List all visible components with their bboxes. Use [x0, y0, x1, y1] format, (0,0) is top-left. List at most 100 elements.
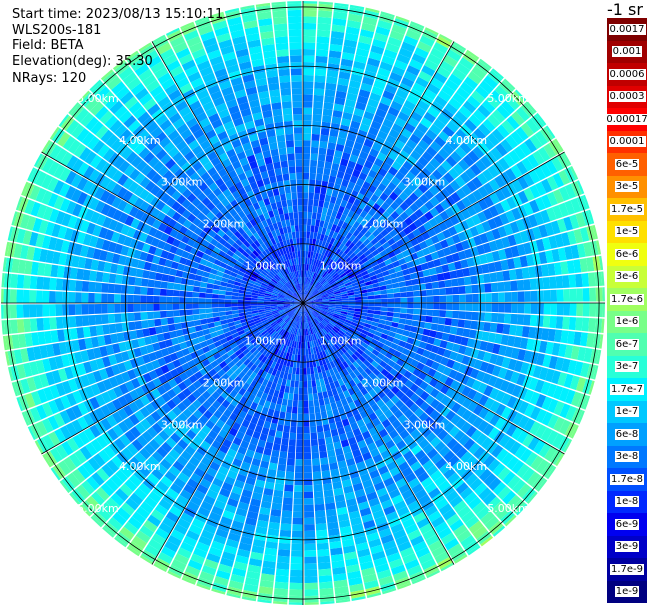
range-gate-cell — [426, 296, 434, 303]
range-gate-cell — [534, 166, 547, 181]
range-gate-cell — [325, 403, 332, 412]
range-gate-cell — [398, 366, 407, 376]
range-gate-cell — [345, 331, 353, 338]
range-gate-cell — [429, 388, 440, 399]
range-gate-cell — [348, 300, 356, 303]
range-gate-cell — [380, 96, 393, 107]
range-gate-cell — [343, 404, 351, 413]
range-gate-cell — [316, 36, 330, 44]
range-gate-cell — [472, 146, 485, 159]
range-gate-cell — [530, 303, 538, 315]
range-gate-cell — [341, 479, 352, 488]
range-gate-cell — [293, 498, 303, 505]
range-gate-cell — [429, 196, 440, 207]
range-gate-cell — [448, 425, 460, 438]
range-gate-cell — [519, 448, 533, 463]
range-gate-cell — [357, 335, 366, 342]
range-gate-cell — [410, 345, 419, 353]
range-gate-cell — [305, 250, 309, 258]
range-gate-cell — [536, 315, 544, 327]
range-gate-cell — [318, 323, 324, 330]
range-gate-cell — [471, 379, 482, 391]
range-gate-cell — [375, 423, 385, 433]
range-gate-cell — [291, 530, 303, 538]
range-gate-cell — [231, 306, 239, 311]
range-gate-cell — [353, 350, 362, 358]
range-gate-cell — [443, 325, 451, 334]
range-gate-cell — [306, 292, 312, 298]
range-gate-cell — [356, 495, 368, 505]
range-gate-cell — [541, 396, 553, 411]
range-gate-cell — [336, 84, 348, 93]
range-gate-cell — [516, 279, 525, 291]
range-gate-cell — [553, 401, 565, 416]
range-gate-cell — [322, 306, 329, 309]
range-gate-cell — [448, 244, 458, 254]
range-gate-cell — [367, 295, 375, 300]
range-gate-cell — [353, 368, 361, 377]
range-gate-cell — [377, 444, 388, 454]
range-gate-cell — [496, 323, 504, 334]
range-gate-cell — [325, 155, 334, 163]
range-gate-cell — [304, 589, 319, 597]
range-gate-cell — [412, 339, 421, 347]
range-gate-cell — [404, 279, 413, 287]
range-gate-cell — [425, 282, 433, 290]
range-gate-cell — [494, 333, 503, 344]
range-gate-cell — [399, 375, 409, 385]
range-gate-cell — [446, 303, 453, 311]
range-gate-cell — [336, 268, 344, 275]
range-gate-cell — [333, 274, 340, 280]
range-gate-cell — [321, 309, 328, 313]
range-gate-cell — [448, 226, 458, 236]
range-gate-cell — [371, 360, 379, 368]
range-gate-cell — [399, 221, 408, 230]
range-gate-cell — [444, 421, 455, 433]
range-gate-cell — [404, 523, 419, 535]
range-gate-cell — [36, 276, 44, 290]
range-gate-cell — [479, 80, 494, 94]
range-gate-cell — [225, 291, 233, 296]
range-gate-cell — [336, 280, 344, 286]
range-gate-cell — [367, 364, 376, 372]
range-gate-cell — [505, 95, 520, 111]
range-gate-cell — [386, 552, 402, 563]
range-gate-cell — [318, 372, 324, 380]
range-gate-cell — [480, 437, 493, 450]
range-gate-cell — [387, 347, 396, 355]
range-gate-cell — [311, 265, 315, 272]
range-gate-cell — [353, 413, 363, 422]
range-gate-cell — [414, 449, 426, 461]
range-gate-cell — [328, 278, 335, 284]
range-gate-cell — [312, 107, 323, 116]
range-gate-cell — [457, 159, 470, 171]
range-gate-cell — [491, 109, 506, 124]
range-gate-cell — [329, 422, 337, 431]
range-gate-cell — [350, 393, 359, 402]
range-gate-cell — [323, 318, 330, 324]
range-gate-cell — [292, 517, 303, 525]
range-gate-cell — [313, 310, 320, 315]
range-gate-cell — [153, 303, 160, 311]
range-gate-cell — [360, 227, 368, 235]
range-gate-cell — [36, 317, 44, 331]
range-gate-cell — [503, 153, 516, 168]
range-gate-cell — [464, 119, 478, 132]
range-gate-cell — [304, 550, 317, 558]
range-gate-cell — [364, 280, 373, 286]
range-gate-cell — [345, 410, 354, 419]
range-gate-cell — [355, 207, 363, 216]
range-gate-cell — [310, 439, 318, 447]
range-gate-cell — [399, 313, 407, 319]
range-gate-cell — [509, 324, 517, 336]
range-gate-cell — [569, 375, 580, 391]
range-gate-cell — [401, 76, 415, 88]
range-gate-cell — [426, 82, 441, 95]
range-gate-cell — [316, 283, 322, 290]
range-gate-cell — [488, 205, 499, 218]
range-gate-cell — [212, 284, 221, 290]
range-gate-cell — [449, 180, 461, 192]
range-gate-cell — [400, 105, 413, 117]
range-gate-cell — [327, 449, 336, 458]
range-gate-cell — [465, 303, 473, 311]
